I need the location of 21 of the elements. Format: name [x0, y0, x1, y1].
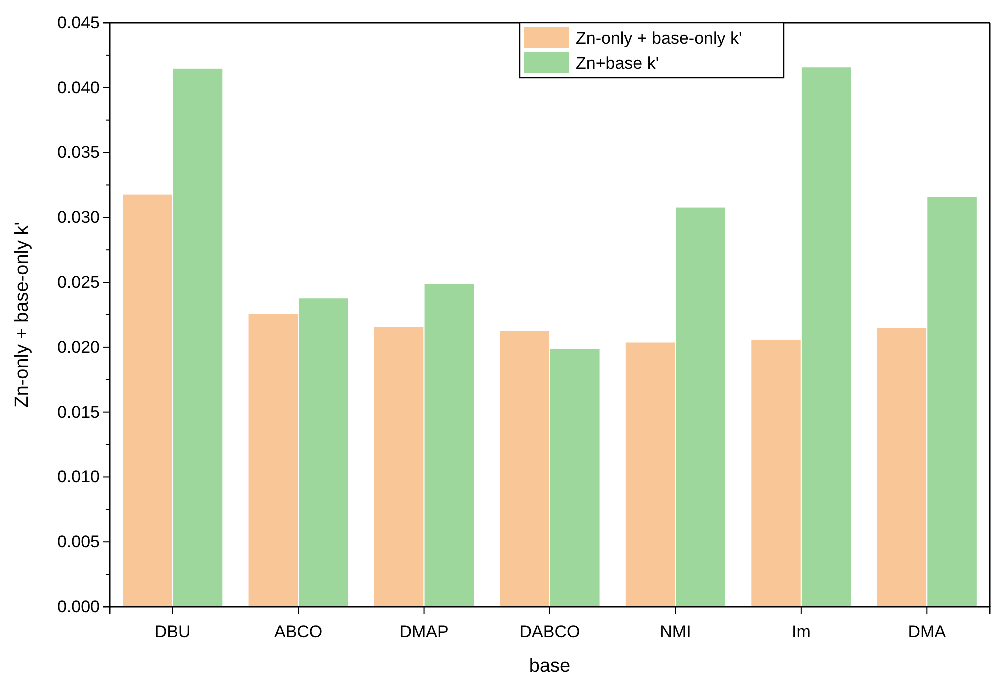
x-tick-label: DMA [908, 622, 947, 642]
y-tick-label: 0.015 [57, 402, 100, 422]
y-tick-label: 0.010 [57, 468, 100, 487]
x-axis-title: base [529, 656, 571, 677]
y-tick-label: 0.040 [57, 78, 100, 98]
y-tick-label: 0.035 [57, 143, 100, 162]
y-tick-label: 0.005 [57, 532, 100, 552]
x-tick-label: DABCO [520, 622, 580, 642]
x-tick-label: DBU [154, 622, 191, 642]
x-tick-label: DMAP [400, 622, 449, 642]
y-tick-label: 0.000 [57, 597, 100, 616]
legend-label: Zn+base k' [576, 54, 660, 73]
y-tick-label: 0.025 [57, 272, 100, 292]
y-tick-label: 0.030 [57, 208, 100, 228]
legend-label: Zn-only + base-only k' [576, 29, 742, 48]
x-tick-label: NMI [660, 622, 692, 642]
x-tick-label: Im [792, 622, 811, 642]
y-tick-label: 0.020 [57, 338, 100, 357]
x-tick-label: ABCO [274, 622, 323, 642]
y-axis-title: Zn-only + base-only k' [12, 222, 33, 408]
y-tick-label: 0.045 [57, 13, 100, 32]
